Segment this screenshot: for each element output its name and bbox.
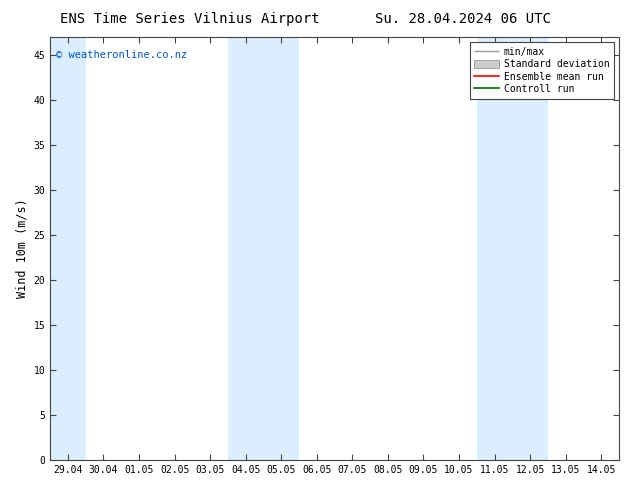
Text: Su. 28.04.2024 06 UTC: Su. 28.04.2024 06 UTC: [375, 12, 551, 26]
Y-axis label: Wind 10m (m/s): Wind 10m (m/s): [15, 199, 28, 298]
Text: © weatheronline.co.nz: © weatheronline.co.nz: [56, 50, 187, 60]
Bar: [477, 37, 512, 460]
Bar: [228, 37, 264, 460]
Text: ENS Time Series Vilnius Airport: ENS Time Series Vilnius Airport: [60, 12, 320, 26]
Bar: [50, 37, 86, 460]
Bar: [264, 37, 299, 460]
Bar: [512, 37, 548, 460]
Legend: min/max, Standard deviation, Ensemble mean run, Controll run: min/max, Standard deviation, Ensemble me…: [470, 42, 614, 99]
